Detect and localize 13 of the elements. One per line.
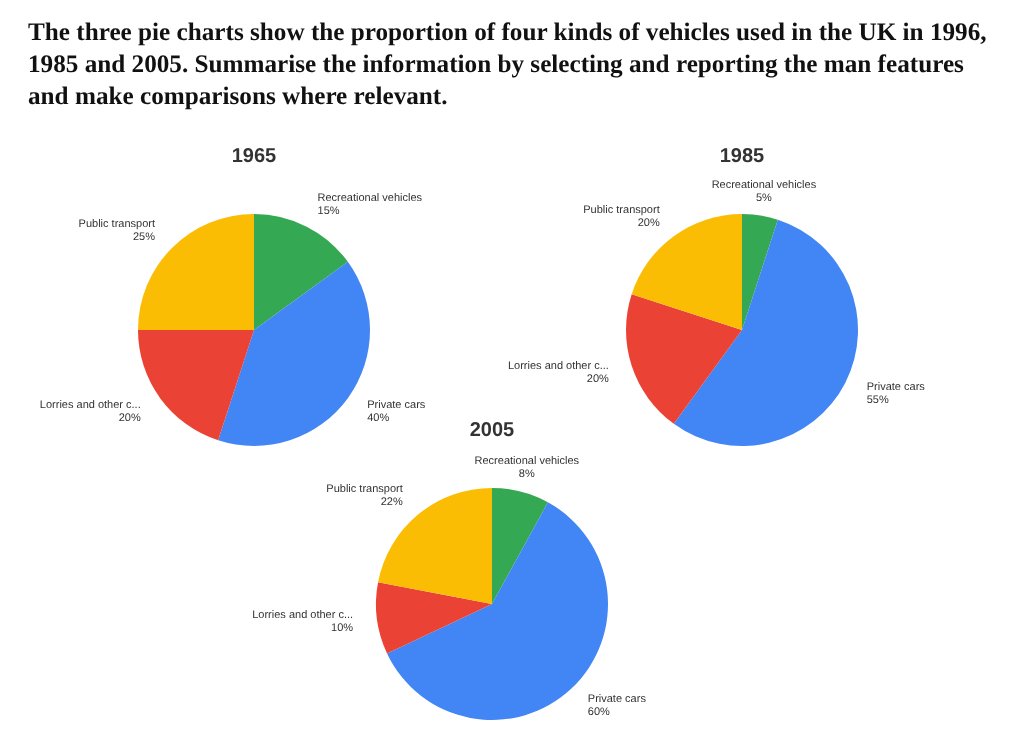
pie-slice — [742, 214, 778, 330]
pie-slice — [631, 214, 742, 330]
pie-slice — [376, 582, 492, 654]
pie-slice — [254, 214, 348, 330]
text: The three pie charts show the proportion of four kinds of vehicles used in the UK in 1996, 1985 and 2005. Summarise the information by selecting and reporting the man features and make comparisons where relevant. — [28, 16, 989, 112]
pie-slice — [138, 330, 254, 441]
chart-title: 1985 — [719, 146, 766, 168]
pie-slice — [673, 219, 858, 446]
chart-title: 1965 — [231, 146, 278, 168]
pie-slice — [492, 488, 548, 604]
pie-slice — [218, 261, 370, 446]
chart-title: 2005 — [469, 420, 516, 442]
pie-slice — [626, 294, 742, 424]
